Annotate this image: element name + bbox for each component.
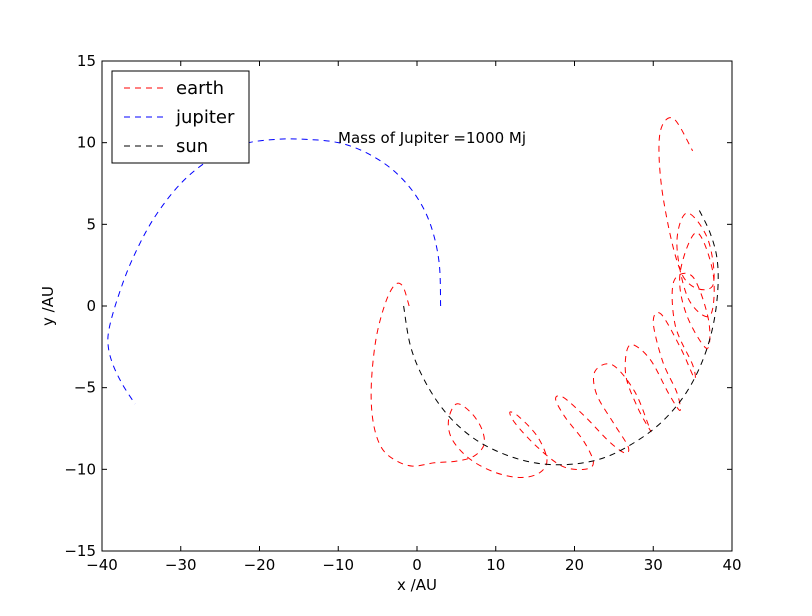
y-tick-label: 5 [86,215,96,233]
y-tick-label: −5 [74,379,96,397]
y-tick-label: −15 [64,542,96,560]
legend-box [111,70,250,164]
series-line-sun [403,209,719,466]
ticks-layer: −40 −30 −20 −10 0 10 20 30 40 −15 −10 −5 0 5 10 15 [64,52,741,574]
y-tick-label: −10 [64,460,96,478]
x-axis-label: x /AU [397,576,437,594]
x-tick-label: −40 [86,556,118,574]
legend: earth jupiter sun [111,70,250,164]
legend-label-jupiter: jupiter [175,107,235,128]
legend-label-sun: sun [176,136,208,157]
legend-label-earth: earth [176,78,224,99]
x-tick-label: 0 [412,556,422,574]
x-tick-label: 40 [722,556,741,574]
mass-annotation: Mass of Jupiter =1000 Mj [338,129,526,147]
y-tick-label: 10 [77,134,96,152]
y-tick-label: 0 [86,297,96,315]
x-tick-label: −10 [322,556,354,574]
y-tick-label: 15 [77,52,96,70]
x-tick-label: −30 [165,556,197,574]
x-tick-label: 30 [644,556,663,574]
y-axis-label: y /AU [39,286,57,326]
x-tick-label: 10 [486,556,505,574]
x-tick-label: 20 [565,556,584,574]
x-tick-label: −20 [244,556,276,574]
